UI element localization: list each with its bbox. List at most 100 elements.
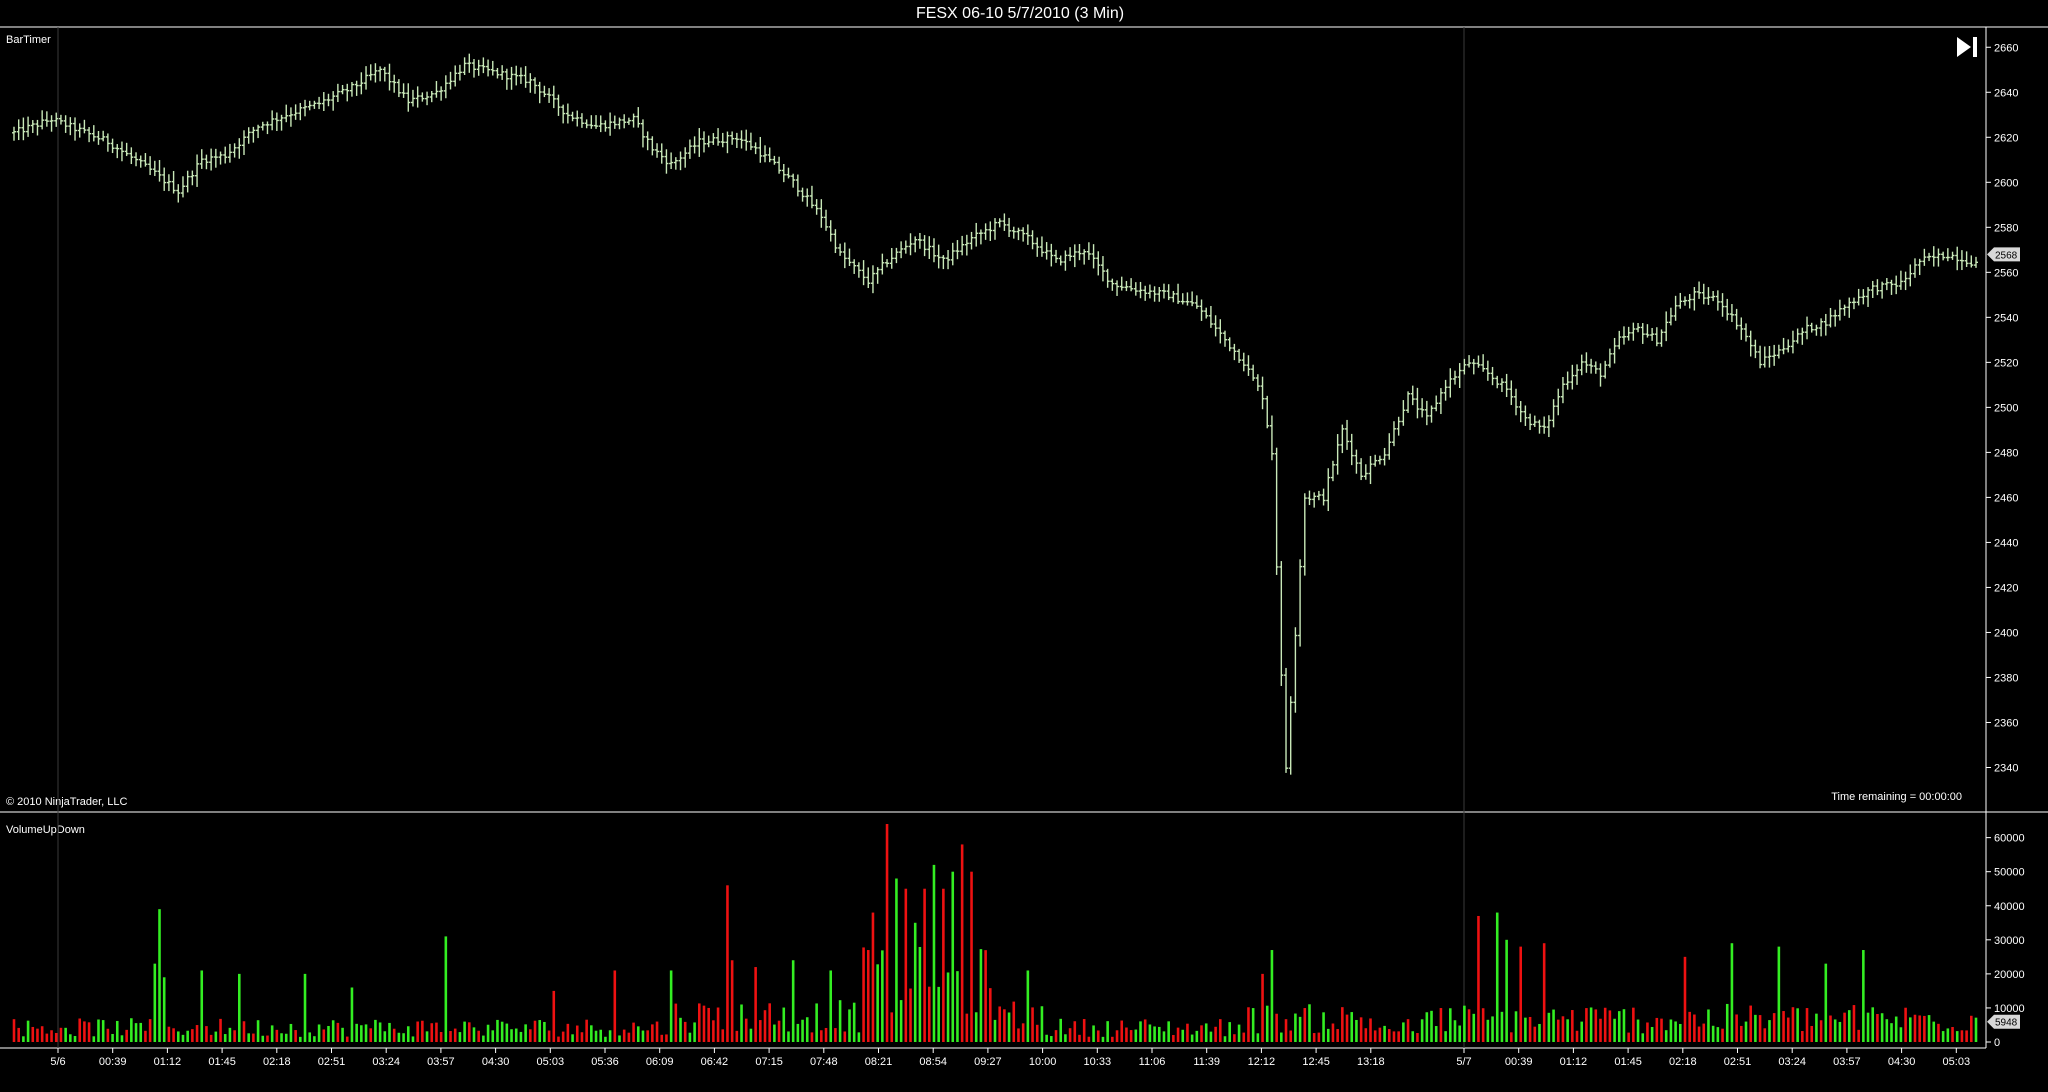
volume-bar [1181, 1029, 1185, 1042]
volume-bar [712, 1020, 715, 1042]
volume-bar [674, 1003, 678, 1042]
volume-bar [820, 1030, 823, 1042]
volume-bar [158, 909, 161, 1042]
volume-bar [1411, 1031, 1415, 1042]
volume-bar [923, 888, 926, 1042]
volume-bar [1430, 1010, 1433, 1042]
x-tick-label: 08:54 [919, 1056, 947, 1068]
volume-bar [1068, 1028, 1072, 1042]
x-tick-label: 03:57 [427, 1056, 455, 1068]
volume-bar [411, 1036, 415, 1042]
volume-bar [1402, 1022, 1405, 1042]
volume-bar [486, 1024, 490, 1042]
volume-bar [1735, 1014, 1738, 1042]
volume-bar [613, 970, 617, 1042]
volume-bar [1580, 1021, 1584, 1042]
volume-bar [1012, 1001, 1016, 1042]
volume-bar [1369, 1018, 1372, 1042]
volume-bar [580, 1032, 584, 1042]
volume-bar [1927, 1015, 1931, 1042]
volume-bar [1172, 1035, 1175, 1042]
volume-bar [1416, 1033, 1419, 1042]
x-tick-label: 02:18 [263, 1056, 291, 1068]
chart-title: FESX 06-10 5/7/2010 (3 Min) [916, 5, 1124, 22]
volume-bar [1664, 1030, 1668, 1042]
volume-bar [1589, 1007, 1593, 1042]
volume-bar [1542, 943, 1546, 1042]
volume-bar [327, 1025, 330, 1042]
volume-bar [261, 1035, 265, 1042]
volume-bar [744, 1018, 748, 1042]
volume-bar [1449, 1008, 1452, 1042]
volume-bar [130, 1018, 133, 1042]
volume-bar [176, 1031, 180, 1042]
volume-bar [777, 1020, 781, 1042]
volume-bar [1214, 1026, 1217, 1042]
volume-bar [1744, 1021, 1748, 1042]
volume-bar [1847, 1010, 1851, 1042]
volume-bar [1331, 1023, 1335, 1042]
volume-bar [406, 1026, 410, 1042]
x-tick-label: 03:24 [1778, 1056, 1806, 1068]
volume-bar [31, 1026, 35, 1042]
volume-bar [1383, 1025, 1386, 1042]
volume-bar [1890, 1023, 1893, 1042]
volume-bar [660, 1034, 664, 1042]
volume-bar [552, 990, 556, 1042]
volume-bar [1829, 1015, 1832, 1042]
volume-bar [759, 1020, 762, 1042]
volume-bar [1134, 1029, 1138, 1042]
volume-bar [1801, 1031, 1804, 1042]
volume-bar [979, 949, 983, 1042]
x-tick-label: 08:21 [865, 1056, 893, 1068]
volume-bar [322, 1029, 326, 1042]
volume-bar [270, 1025, 274, 1042]
last-volume-badge: 5948 [1987, 1014, 2020, 1029]
volume-bar [801, 1019, 804, 1042]
volume-bar [1373, 1030, 1377, 1042]
x-tick-label: 07:48 [810, 1056, 838, 1068]
volume-bar [669, 970, 673, 1042]
volume-bar [1434, 1026, 1438, 1042]
price-tick-label: 2440 [1994, 537, 2018, 549]
volume-bar [308, 1032, 311, 1042]
volume-bar [707, 1007, 710, 1042]
volume-bar [430, 1023, 434, 1042]
volume-bar [1660, 1018, 1663, 1042]
volumeupdown-label: VolumeUpDown [6, 824, 85, 836]
volume-bar [1824, 963, 1828, 1042]
skip-to-end-icon[interactable] [1957, 37, 1977, 57]
volume-bar [496, 1019, 499, 1042]
volume-bar [341, 1027, 344, 1042]
volume-bar [1495, 912, 1499, 1042]
volume-bar [951, 871, 955, 1042]
volume-bar [989, 988, 992, 1042]
volume-bar [1970, 1015, 1973, 1042]
volume-bar [618, 1035, 621, 1042]
volume-bar [1280, 1032, 1283, 1042]
volume-bar [1035, 1024, 1039, 1042]
volume-bar [974, 1012, 978, 1042]
volume-bar [1791, 1007, 1795, 1042]
volume-bar [1505, 939, 1508, 1042]
volume-bar [1754, 1014, 1757, 1042]
price-bars [12, 53, 1978, 775]
volume-bar [383, 1031, 387, 1042]
volume-bar [1303, 1008, 1307, 1042]
volume-bar [1031, 1007, 1034, 1042]
volume-bar [1918, 1015, 1921, 1042]
volume-bar [280, 1033, 283, 1042]
volume-bar [655, 1021, 659, 1042]
volume-bar [730, 960, 734, 1042]
volume-bar [566, 1023, 570, 1042]
volume-bar [1096, 1030, 1100, 1042]
volume-bar [1195, 1030, 1199, 1042]
volume-bar [444, 936, 448, 1042]
volume-bar [1101, 1036, 1105, 1042]
price-tick-label: 2620 [1994, 132, 2018, 144]
volume-tick-label: 20000 [1994, 969, 2025, 981]
volume-bar [1157, 1026, 1161, 1042]
volume-bar [834, 1028, 837, 1042]
volume-bar [1106, 1021, 1109, 1042]
